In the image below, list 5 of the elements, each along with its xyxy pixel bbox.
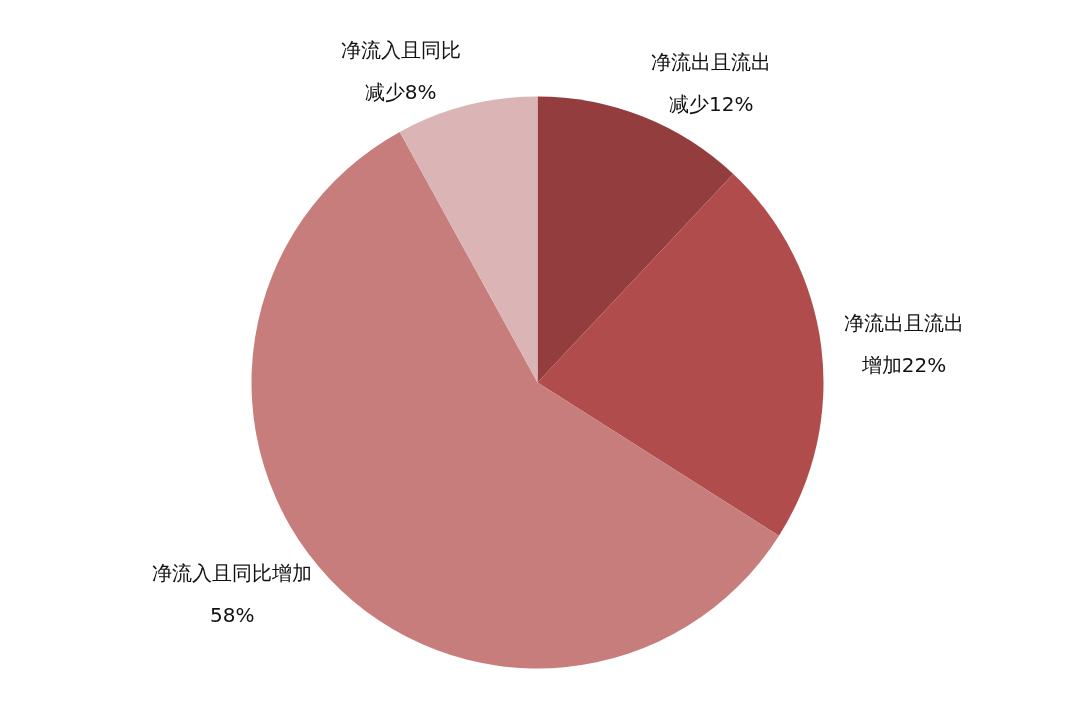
slice-label: 净流入且同比增加 [152,560,313,585]
slice-label: 净流出且流出减少12% [651,49,772,116]
slice-label: 净流出且流出增加22% [843,310,964,377]
data-label: 58% [210,602,255,627]
slice-label: 净流入且同比减少8% [340,37,461,104]
